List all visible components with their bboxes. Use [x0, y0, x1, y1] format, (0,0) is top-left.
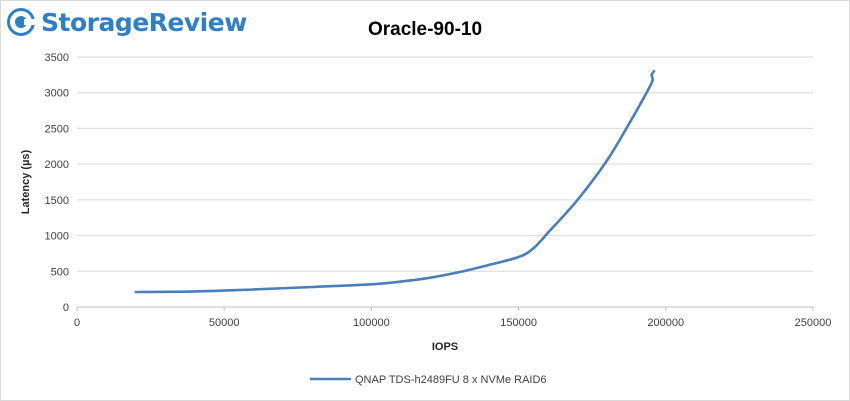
data-point	[252, 288, 255, 291]
gridlines	[77, 56, 813, 308]
data-point	[429, 276, 432, 279]
storagereview-logo-icon	[7, 8, 35, 36]
y-tick-label: 3000	[45, 88, 69, 100]
x-tick-label: 150000	[500, 317, 537, 329]
storagereview-logo: StorageReview	[7, 5, 247, 39]
data-point	[646, 88, 650, 92]
y-tick-label: 1000	[45, 231, 69, 243]
y-tick-label: 2500	[45, 123, 69, 135]
y-tick-label: 500	[51, 266, 69, 278]
x-axis-title: IOPS	[432, 341, 458, 353]
y-tick-label: 1500	[45, 195, 69, 207]
y-axis-title: Latency (µs)	[20, 149, 32, 214]
x-tick-label: 50000	[209, 317, 240, 329]
data-point	[399, 280, 402, 283]
chart-title: Oracle-90-10	[368, 19, 482, 40]
data-point	[134, 290, 138, 294]
data-point	[652, 70, 656, 73]
y-tick-label: 3500	[45, 52, 69, 64]
x-tick-label: 250000	[795, 317, 832, 329]
legend-label: QNAP TDS-h2489FU 8 x NVMe RAID6	[355, 374, 547, 386]
series-line	[134, 70, 656, 294]
x-tick-label: 0	[74, 317, 80, 329]
data-point	[576, 198, 579, 202]
data-point	[532, 247, 535, 250]
series-layer	[134, 70, 656, 294]
data-point	[311, 285, 314, 289]
y-tick-label: 0	[63, 302, 69, 314]
data-point	[488, 263, 491, 267]
legend: QNAP TDS-h2489FU 8 x NVMe RAID6	[310, 374, 547, 386]
data-point	[193, 290, 196, 293]
y-axis-ticks: 0 500 1000 1500 2000 2500 3000 3500	[45, 52, 69, 314]
x-tick-label: 100000	[353, 317, 390, 329]
data-point	[605, 159, 609, 162]
data-point	[629, 120, 632, 123]
data-point	[546, 231, 550, 234]
data-point	[458, 270, 461, 274]
x-axis-ticks: 0 50000 100000 150000 200000 250000	[74, 307, 831, 329]
x-tick-label: 200000	[647, 317, 684, 329]
y-tick-label: 2000	[45, 159, 69, 171]
logo-text: StorageReview	[41, 7, 247, 37]
data-point	[651, 78, 654, 82]
data-point	[517, 255, 520, 259]
data-point	[370, 283, 373, 286]
data-point	[650, 73, 653, 77]
